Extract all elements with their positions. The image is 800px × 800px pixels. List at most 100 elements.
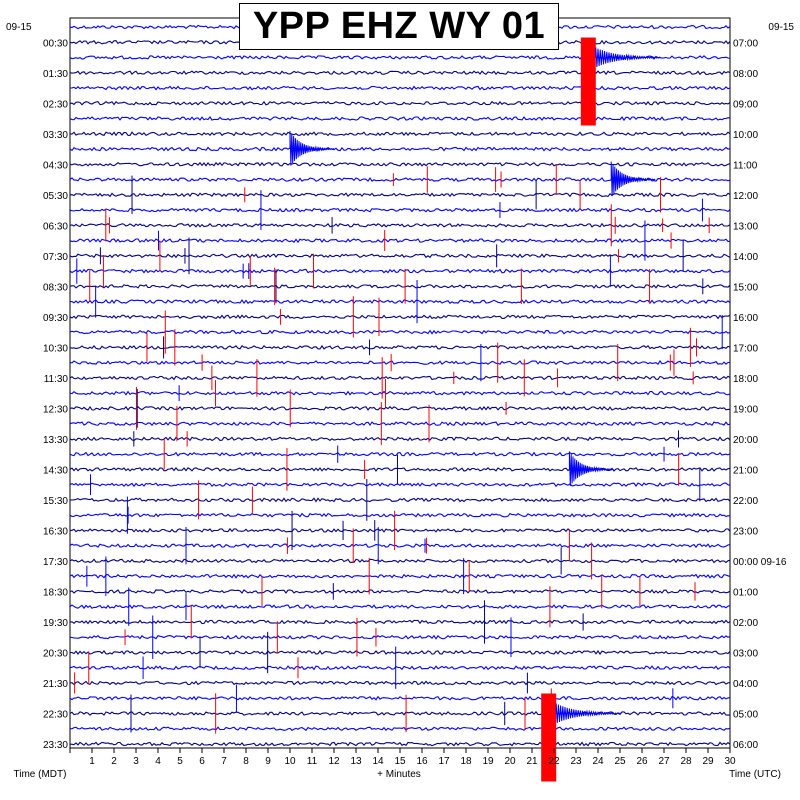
trace-row-22 [69, 360, 731, 365]
x-tick-label: 12 [328, 756, 340, 767]
trace-row-47 [69, 741, 731, 747]
x-tick-label: 23 [570, 756, 582, 767]
left-time-label: 13:30 [43, 435, 68, 446]
event-4 [568, 451, 614, 487]
trace-row-27 [69, 436, 731, 442]
left-time-label: 23:30 [43, 740, 68, 751]
trace-row-19 [69, 314, 731, 320]
left-time-label: 21:30 [43, 679, 68, 690]
left-time-label: 06:30 [43, 221, 68, 232]
left-time-label: 15:30 [43, 496, 68, 507]
right-time-label: 10:00 [733, 130, 758, 141]
right-time-label: 22:00 [733, 496, 758, 507]
trace-row-34 [69, 543, 731, 549]
right-time-label: 06:00 [733, 740, 758, 751]
trace-row-13 [69, 222, 731, 228]
trace-row-33 [70, 527, 731, 533]
trace-row-32 [69, 512, 731, 518]
trace-row-15 [69, 253, 731, 259]
left-time-label: 19:30 [43, 618, 68, 629]
x-tick-label: 14 [372, 756, 384, 767]
event-2 [289, 130, 335, 166]
x-tick-label: 1 [89, 756, 95, 767]
event-3 [610, 161, 656, 197]
right-time-label: 12:00 [733, 191, 758, 202]
x-tick-label: 3 [133, 756, 139, 767]
trace-row-20 [69, 329, 731, 335]
x-tick-label: 28 [680, 756, 692, 767]
trace-row-8 [69, 146, 731, 152]
trace-row-37 [69, 589, 731, 594]
chart-title: YPP EHZ WY 01 [252, 5, 546, 47]
x-tick-label: 25 [614, 756, 626, 767]
left-time-label: 20:30 [43, 648, 68, 659]
x-tick-label: 7 [221, 756, 227, 767]
left-time-label: 14:30 [43, 465, 68, 476]
right-time-label: 03:00 [733, 648, 758, 659]
left-time-label: 10:30 [43, 343, 68, 354]
event-coda [595, 47, 661, 68]
left-time-label: 16:30 [43, 526, 68, 537]
left-time-label: 12:30 [43, 404, 68, 415]
trace-row-26 [69, 421, 731, 427]
trace-row-5 [69, 100, 731, 106]
right-time-label: 14:00 [733, 252, 758, 263]
trace-row-38 [69, 604, 731, 610]
trace-row-6 [69, 116, 731, 122]
event-waveform [610, 161, 656, 197]
trace-row-30 [69, 482, 731, 488]
x-tick-label: 19 [482, 756, 494, 767]
x-tick-label: 13 [350, 756, 362, 767]
trace-row-36 [69, 573, 731, 579]
x-tick-label: 21 [526, 756, 538, 767]
trace-row-45 [69, 711, 730, 716]
trace-row-35 [69, 558, 731, 564]
plot-frame [69, 17, 731, 749]
left-time-label: 22:30 [43, 709, 68, 720]
trace-row-42 [69, 665, 731, 671]
date-left-label: 09-15 [6, 22, 32, 33]
left-time-label: 00:30 [43, 38, 68, 49]
event-coda [555, 703, 622, 723]
trace-row-40 [69, 634, 731, 640]
right-time-label: 18:00 [733, 374, 758, 385]
left-axis-title: Time (MDT) [14, 769, 67, 780]
trace-row-29 [69, 467, 731, 472]
trace-row-43 [69, 680, 731, 686]
right-time-label: 04:00 [733, 679, 758, 690]
x-tick-label: 4 [155, 756, 161, 767]
x-tick-label: 24 [592, 756, 604, 767]
x-tick-label: 11 [307, 756, 318, 767]
trace-row-44 [69, 695, 731, 701]
x-tick-label: 26 [636, 756, 648, 767]
left-time-label: 03:30 [43, 130, 68, 141]
trace-row-3 [69, 70, 731, 76]
event-5 [541, 693, 622, 782]
trace-row-24 [69, 390, 731, 396]
trace-row-28 [69, 451, 731, 457]
trace-row-9 [69, 161, 731, 167]
x-tick-label: 29 [702, 756, 714, 767]
right-time-label: 05:00 [733, 709, 758, 720]
x-tick-label: 5 [177, 756, 183, 767]
right-time-label: 20:00 [733, 435, 758, 446]
right-time-label: 07:00 [733, 38, 758, 49]
x-tick-label: 2 [111, 756, 117, 767]
right-time-label: 16:00 [733, 313, 758, 324]
trace-row-14 [69, 238, 731, 244]
left-time-label: 04:30 [43, 160, 68, 171]
chart-title-box: YPP EHZ WY 01 [239, 3, 559, 50]
left-time-label: 17:30 [43, 557, 68, 568]
left-time-label: 08:30 [43, 282, 68, 293]
trace-row-18 [69, 299, 731, 305]
right-time-label: 11:00 [733, 160, 758, 171]
left-time-label: 02:30 [43, 99, 68, 110]
x-tick-label: 15 [394, 756, 406, 767]
right-time-label: 21:00 [733, 465, 758, 476]
date-right-label: 09-15 [768, 22, 794, 33]
trace-row-25 [69, 405, 731, 411]
right-time-label: 23:00 [733, 526, 758, 537]
trace-row-16 [69, 268, 731, 274]
x-tick-label: 8 [243, 756, 249, 767]
trace-row-46 [69, 726, 731, 732]
